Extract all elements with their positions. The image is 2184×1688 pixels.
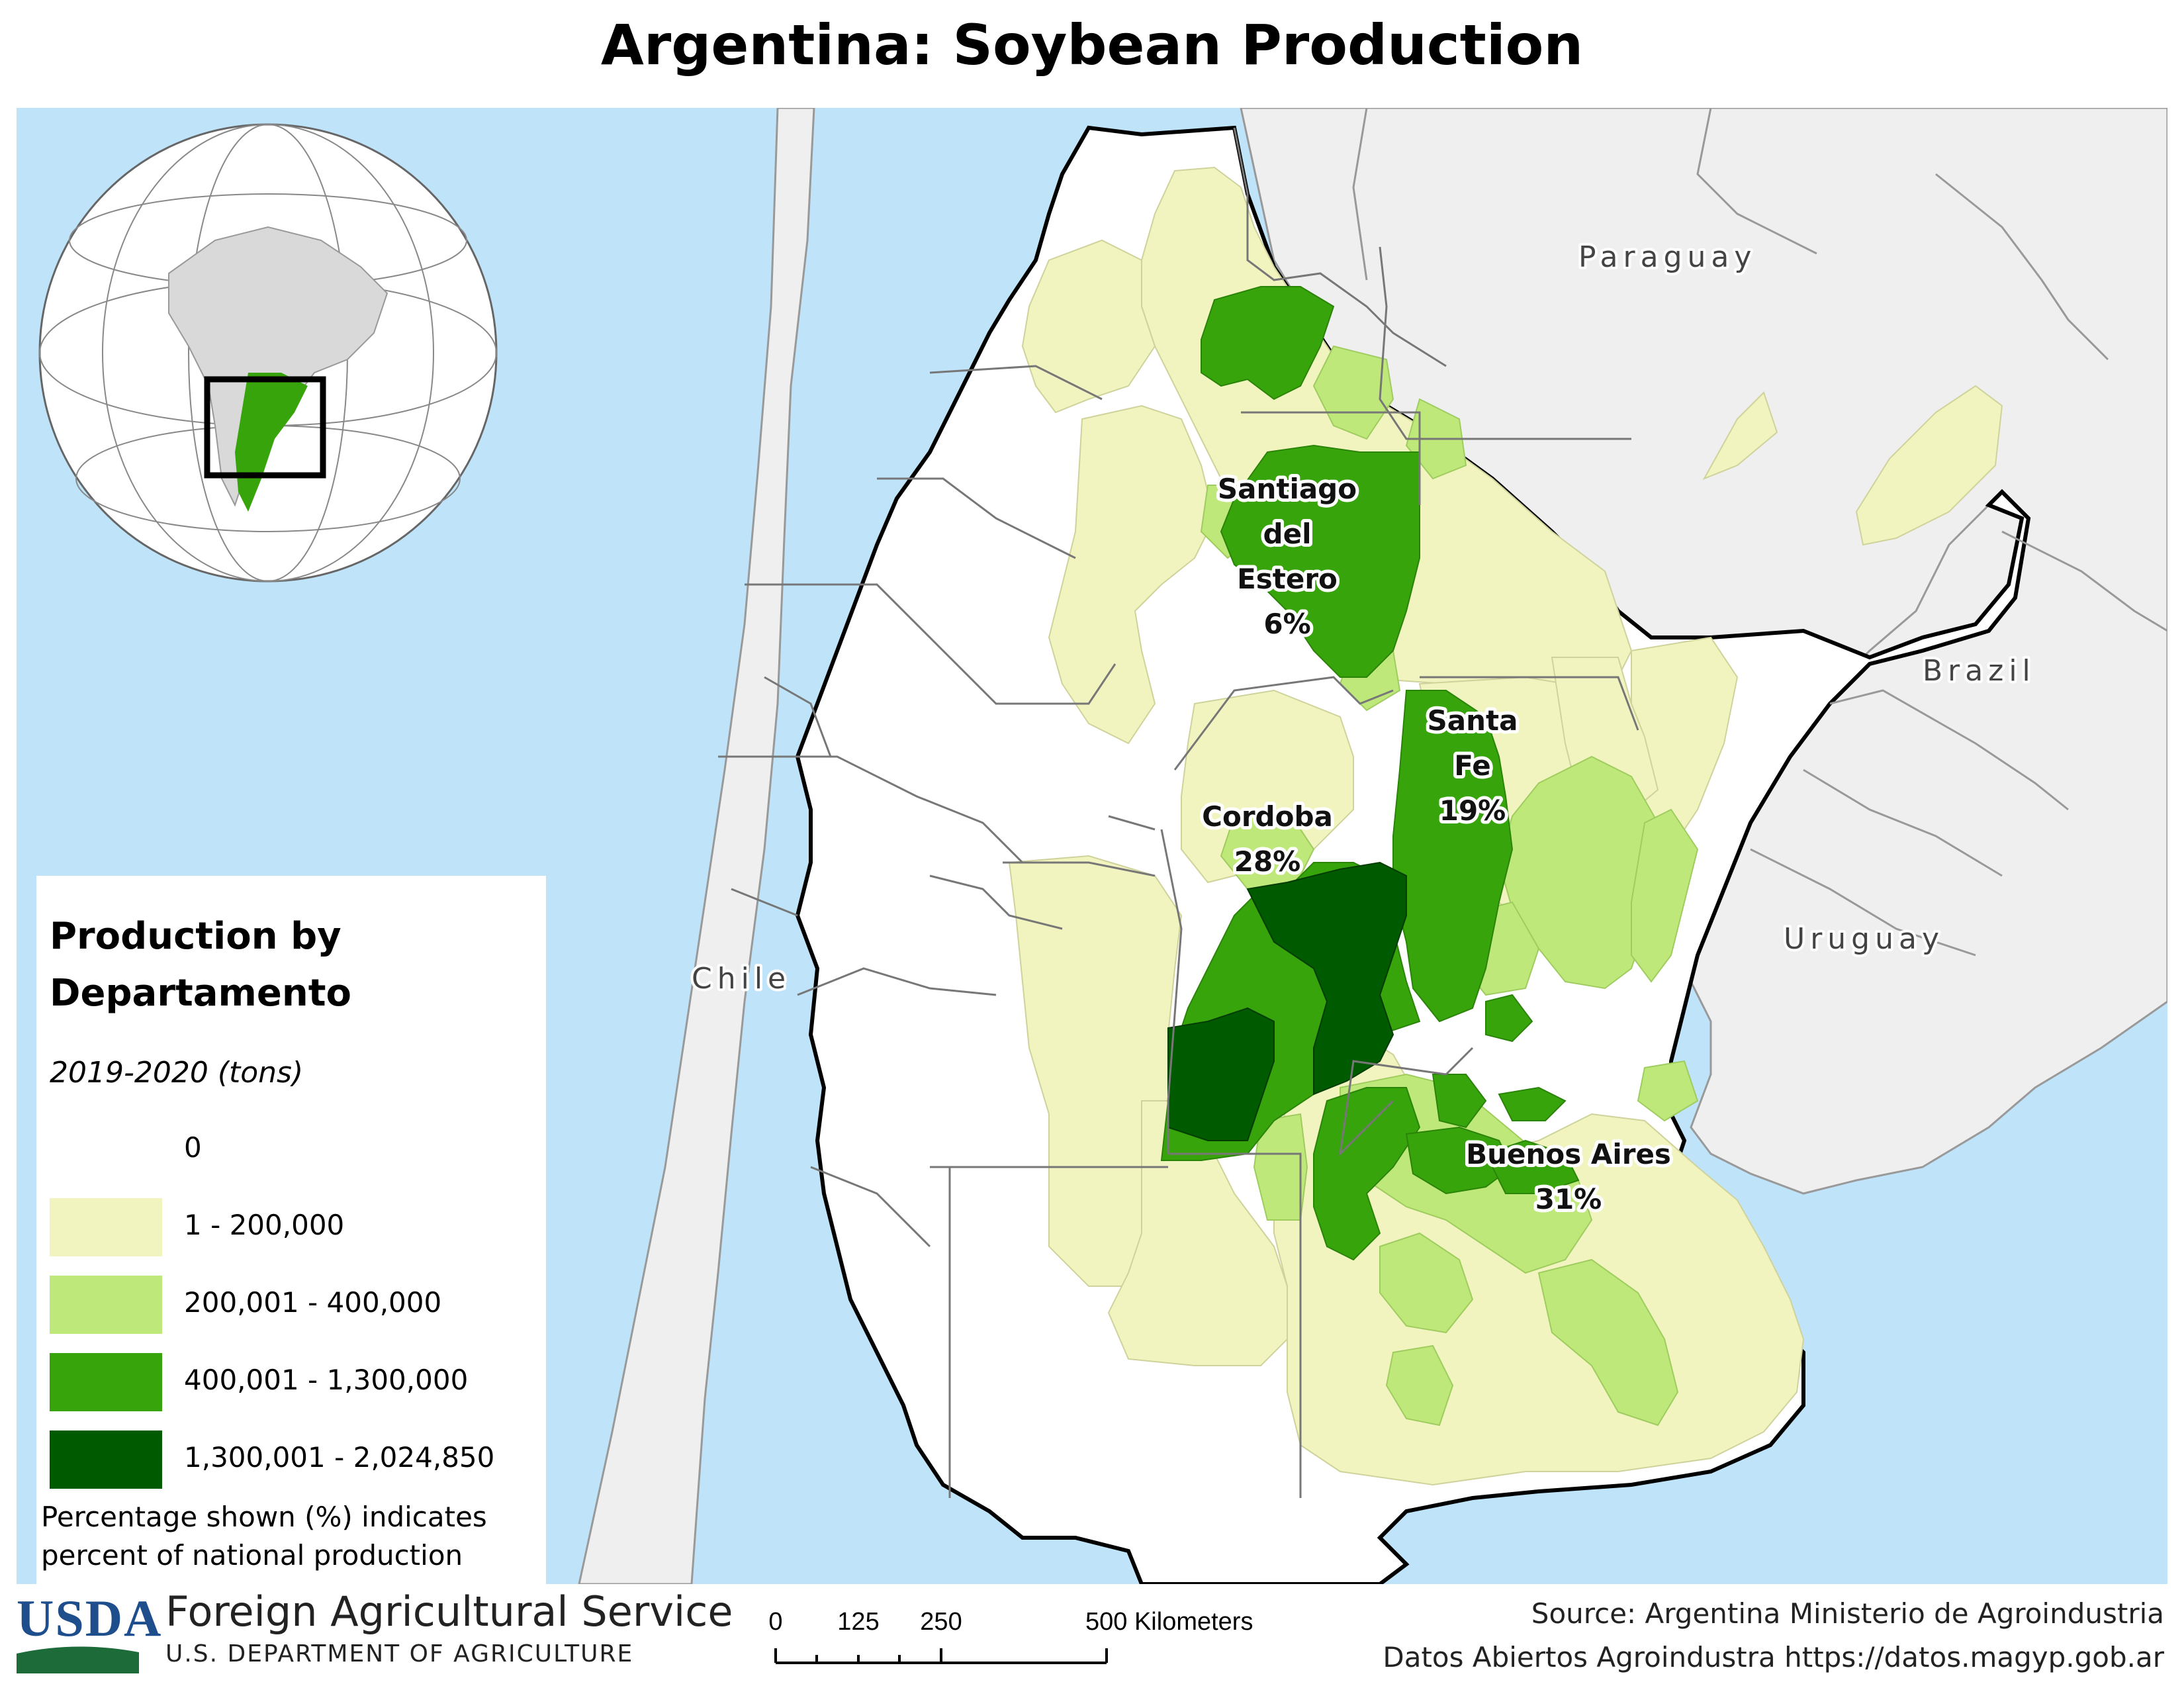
globe-extent-box [204,376,326,479]
legend-item-class-2: 200,001 - 400,000 [50,1276,513,1334]
legend-note: Percentage shown (%) indicates percent o… [41,1501,487,1571]
source-line-2: Datos Abiertos Agroindustra https://dato… [1383,1641,2164,1673]
cordoba-name: Cordoba [1202,800,1333,833]
santiago-name-line-3: Estero [1237,563,1338,595]
label-chile: Chile [692,962,791,996]
legend-item-class-0: 0 [50,1121,513,1179]
label-paraguay: Paraguay [1578,240,1756,274]
legend-label: 400,001 - 1,300,000 [184,1364,469,1396]
legend-swatch [50,1353,162,1411]
agency-name: Foreign Agricultural Service [165,1587,733,1636]
province-label-santa-fe: Santa Fe 19% [1424,701,1522,830]
buenos-aires-name: Buenos Aires [1466,1138,1671,1170]
department-name: U.S. DEPARTMENT OF AGRICULTURE [165,1640,634,1667]
province-label-cordoba: Cordoba 28% [1199,797,1336,881]
legend-item-class-4: 1,300,001 - 2,024,850 [50,1430,513,1489]
province-label-santiago: Santiago del Estero 6% [1214,469,1360,643]
buenos-aires-share: 31% [1535,1183,1602,1215]
scale-tick-500: 500 Kilometers [1085,1608,1253,1636]
chile-land [578,108,815,1584]
map-title: Argentina: Soybean Production [600,13,1584,77]
cordoba-share: 28% [1234,845,1301,878]
scale-bar: 0 125 250 500 Kilometers [768,1608,1253,1664]
province-boundaries [718,127,1639,1498]
label-brazil: Brazil [1923,654,2036,688]
map-canvas: Paraguay Brazil Uruguay Chile Santiago d… [17,108,2167,1584]
scale-tick-125: 125 [837,1608,879,1636]
santiago-name-line-1: Santiago [1218,473,1357,505]
usda-logo-swoosh [17,1646,139,1673]
santa-fe-share: 19% [1439,794,1506,827]
legend-label: 0 [184,1131,202,1164]
neighbor-boundaries [1352,108,2167,957]
legend-swatch [50,1198,162,1256]
scale-tick-250: 250 [920,1608,962,1636]
legend-item-class-3: 400,001 - 1,300,000 [50,1353,513,1411]
scale-tick-0: 0 [768,1608,782,1636]
santiago-share: 6% [1263,608,1310,640]
usda-wordmark: USDA [17,1589,163,1647]
globe-inset [38,123,498,583]
legend-item-class-1: 1 - 200,000 [50,1198,513,1256]
province-label-buenos-aires: Buenos Aires 31% [1463,1135,1674,1219]
legend-title: Production by Departamento [50,915,351,1015]
santiago-name-line-2: del [1263,518,1312,550]
legend-swatch [50,1121,162,1179]
source-credit: Source: Argentina Ministerio de Agroindu… [1383,1592,2164,1679]
legend-label: 200,001 - 400,000 [184,1286,442,1319]
legend-subtitle: 2019-2020 (tons) [50,1056,304,1090]
usda-logo: USDA [17,1589,161,1675]
santa-fe-name-line-2: Fe [1454,749,1490,782]
class-4-areas [1167,861,1407,1141]
santa-fe-name-line-1: Santa [1428,704,1518,737]
legend-swatch [50,1276,162,1334]
scale-line [774,1648,1108,1664]
label-uruguay: Uruguay [1784,922,1944,956]
legend-swatch [50,1430,162,1489]
legend-label: 1 - 200,000 [184,1209,345,1241]
source-line-1: Source: Argentina Ministerio de Agroindu… [1531,1597,2164,1630]
legend-label: 1,300,001 - 2,024,850 [184,1441,495,1474]
